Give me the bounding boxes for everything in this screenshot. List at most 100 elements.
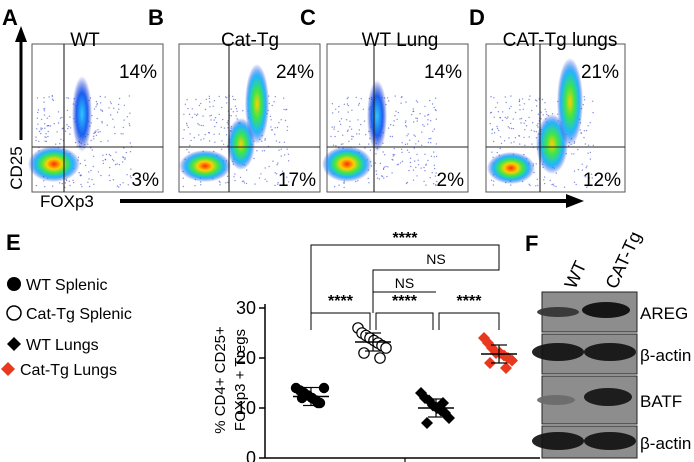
density-dot — [401, 151, 403, 154]
density-dot — [270, 126, 272, 128]
significance-bracket — [310, 244, 500, 326]
significance-bracket — [372, 291, 436, 313]
density-dot — [368, 143, 370, 145]
density-dot — [185, 122, 188, 125]
density-dot — [193, 137, 195, 139]
density-dot — [551, 183, 553, 186]
panel-letter-d: D — [469, 5, 485, 30]
series-wt-splenic — [290, 382, 330, 409]
density-dot — [407, 133, 409, 135]
density-dot — [490, 96, 492, 98]
density-dot — [520, 122, 522, 124]
density-dot — [364, 147, 366, 149]
density-dot — [356, 133, 358, 135]
density-dot — [503, 140, 506, 142]
density-dot — [114, 132, 116, 135]
density-dot — [394, 115, 396, 117]
density-dot — [198, 104, 200, 107]
density-dot — [502, 111, 504, 113]
density-dot — [107, 140, 109, 142]
density-dot — [126, 116, 129, 118]
density-dot — [208, 95, 211, 98]
density-dot — [123, 147, 125, 149]
density-dot — [508, 107, 511, 110]
density-dot — [284, 119, 287, 122]
density-dot — [491, 129, 493, 131]
density-dot — [214, 117, 217, 119]
y-tick-label: 30 — [236, 298, 256, 318]
density-dot — [281, 170, 284, 172]
density-dot — [524, 120, 527, 122]
density-dot — [286, 129, 288, 132]
density-dot — [375, 170, 377, 172]
density-dot — [333, 126, 335, 128]
density-dot — [429, 99, 431, 102]
density-dot — [401, 96, 403, 98]
density-dot — [210, 114, 213, 117]
density-dot — [88, 171, 90, 173]
population-tail — [367, 80, 387, 152]
flow-panels: A WT 14% 3% B Cat-Tg 24% 17% C WT Lung 14% 2% D CAT-T… — [2, 5, 626, 193]
density-dot — [61, 182, 63, 185]
flow-panel-c: C WT Lung 14% 2% — [300, 5, 469, 193]
density-dot — [492, 140, 495, 143]
density-dot — [279, 174, 281, 176]
density-dot — [507, 126, 509, 128]
density-dot — [351, 135, 353, 137]
density-dot — [514, 111, 517, 114]
density-dot — [350, 128, 353, 130]
density-dot — [68, 180, 70, 182]
density-dot — [263, 150, 266, 152]
density-dot — [347, 129, 349, 131]
density-dot — [286, 126, 289, 128]
density-dot — [490, 179, 493, 181]
density-dot — [187, 107, 189, 110]
density-dot — [586, 185, 589, 187]
upper-right-percent: 14% — [119, 62, 157, 83]
lower-right-percent: 17% — [278, 170, 316, 191]
density-dot — [584, 143, 587, 145]
density-dot — [57, 111, 60, 113]
density-dot — [342, 143, 344, 145]
density-dot — [221, 140, 223, 142]
density-dot — [69, 133, 71, 135]
density-dot — [335, 145, 337, 147]
density-dot — [416, 120, 418, 122]
density-dot — [535, 185, 537, 187]
density-dot — [385, 165, 387, 168]
density-dot — [36, 97, 39, 99]
density-dot — [510, 95, 512, 97]
density-dot — [378, 178, 381, 180]
density-dot — [100, 140, 102, 143]
density-dot — [430, 142, 432, 144]
density-dot — [128, 95, 130, 97]
density-dot — [409, 157, 412, 159]
density-dot — [383, 177, 385, 179]
density-dot — [195, 114, 198, 117]
density-dot — [536, 124, 538, 127]
density-dot — [421, 144, 423, 146]
density-dot — [129, 112, 131, 114]
density-dot — [416, 175, 418, 177]
density-dot — [274, 96, 276, 98]
density-dot — [575, 183, 577, 186]
density-dot — [532, 122, 534, 124]
density-dot — [123, 119, 125, 121]
density-dot — [349, 126, 351, 128]
density-dot — [513, 141, 515, 143]
density-dot — [44, 136, 46, 138]
density-dot — [200, 102, 202, 105]
band-label: β-actin — [640, 346, 691, 365]
density-dot — [100, 174, 102, 177]
foxp3-axis-label: FOXp3 — [40, 192, 94, 211]
density-dot — [109, 155, 112, 157]
significance-bracket — [372, 265, 500, 292]
density-dot — [585, 176, 587, 178]
density-dot — [109, 179, 111, 182]
data-point — [358, 347, 370, 359]
density-dot — [260, 173, 262, 175]
density-dot — [490, 111, 492, 114]
density-dot — [337, 130, 339, 133]
density-dot — [376, 177, 379, 179]
density-dot — [589, 151, 592, 154]
